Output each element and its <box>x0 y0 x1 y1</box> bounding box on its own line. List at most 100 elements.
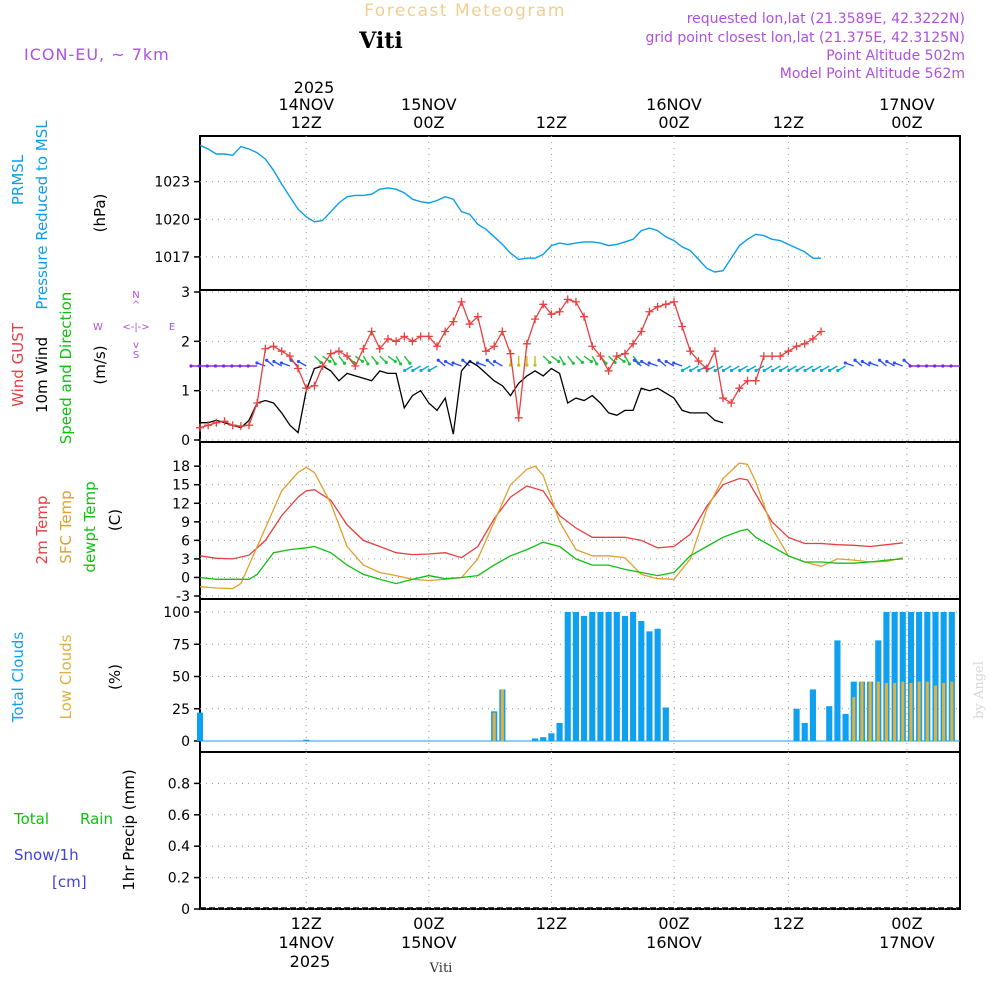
wind-arrow-head <box>246 364 250 368</box>
total-clouds-label: Total Clouds <box>9 632 27 724</box>
temperature-grid <box>200 442 960 599</box>
bottom-date-label: 15NOV <box>401 933 457 952</box>
gust-marker <box>408 337 417 346</box>
wind-arrow-head <box>949 364 953 368</box>
wind-arrow-head <box>205 364 209 368</box>
precip-frame <box>199 751 961 910</box>
gust-marker <box>220 417 229 426</box>
y-tick-label: 50 <box>172 670 190 686</box>
pressure-panel: 1017 1020 1023 PRMSL Pressure Reduced to M… <box>9 120 961 310</box>
wind-arrow-head <box>279 361 284 365</box>
gust-marker <box>620 349 629 358</box>
prmsl-label: PRMSL <box>9 154 27 205</box>
wind-arrow-head <box>729 368 734 373</box>
pressure-plot <box>199 144 822 273</box>
clouds-unit-label: (%) <box>106 664 124 690</box>
compass-arrow-up: ^ <box>132 300 140 311</box>
precip-y-ticks: 0 0.2 0.4 0.6 0.8 <box>168 776 200 918</box>
wind-arrow-head <box>836 368 840 373</box>
wind-arrow-head <box>933 364 937 368</box>
wind-arrow-head <box>819 368 824 373</box>
compass-east: E <box>169 322 175 333</box>
wind-arrow-head <box>627 362 632 366</box>
low-cloud-bar <box>909 682 913 741</box>
pressure-line <box>199 144 822 273</box>
gust-marker <box>383 334 392 343</box>
wind-arrow-head <box>680 368 685 373</box>
gust-marker <box>702 364 711 373</box>
top-hour-label: 00Z <box>413 113 444 132</box>
wind-arrow-head <box>787 368 791 373</box>
y-tick-label: 12 <box>172 496 190 512</box>
temperature-frame <box>199 441 961 600</box>
total-cloud-bar <box>809 689 816 741</box>
wind-arrow-head <box>778 368 783 373</box>
gust-marker <box>596 352 605 361</box>
gust-marker <box>204 421 213 430</box>
footer-location: Viti <box>429 961 453 976</box>
wind-grid <box>200 290 960 442</box>
temp-dewpt-label: dewpt Temp <box>81 481 99 572</box>
low-cloud-bar <box>893 682 897 741</box>
gust-marker <box>212 418 221 427</box>
wind-arrow-head <box>640 359 644 364</box>
wind-arrow-head <box>189 364 193 368</box>
compass-rose: N ^ W E <-|-> v S <box>93 290 175 361</box>
location-title: Viti <box>358 28 403 54</box>
gust-marker <box>302 384 311 393</box>
wind-unit-label: (m/s) <box>91 345 109 384</box>
y-tick-label: 75 <box>172 637 190 653</box>
gust-marker <box>612 352 621 361</box>
top-hour-label: 00Z <box>658 113 689 132</box>
temp-2m-label: 2m Temp <box>33 496 51 565</box>
total-cloud-bar <box>932 612 939 741</box>
model-altitude: Model Point Altitude 562m <box>780 66 965 82</box>
wind-arrow-head <box>360 359 365 364</box>
top-hour-label: 12Z <box>536 113 567 132</box>
precip-rain-label: Rain <box>80 810 113 828</box>
wind-arrow-head <box>197 364 201 368</box>
temperature-plot <box>199 462 903 590</box>
precip-panel: 0 0.2 0.4 0.6 0.8 Total Rain Snow/1h [cm] 1h… <box>13 751 961 918</box>
low-clouds-label: Low Clouds <box>57 634 75 719</box>
wind-10m-line <box>200 360 724 435</box>
low-cloud-bar <box>492 712 496 741</box>
wind-arrow-head <box>828 368 832 373</box>
wind-arrow-head <box>375 361 379 365</box>
wind-arrow-head <box>411 368 415 373</box>
temperature-panel: -3 0 3 6 9 12 15 18 2m Temp SFC Temp dewpt Temp… <box>33 441 961 605</box>
gust-marker <box>473 312 482 321</box>
gust-marker <box>759 352 768 361</box>
bottom-hour-label: 00Z <box>658 914 689 933</box>
wind-arrow-head <box>762 368 766 373</box>
wind-arrow-head <box>238 364 242 368</box>
wind-arrow-head <box>721 368 725 373</box>
gust-marker <box>522 339 531 348</box>
wind-arrow-head <box>916 364 920 368</box>
total-cloud-bar <box>589 612 596 741</box>
gust-marker <box>629 339 638 348</box>
gust-marker <box>351 362 360 370</box>
y-tick-label: 100 <box>163 605 190 621</box>
gust-marker <box>555 307 564 316</box>
wind-arrow-head <box>265 358 269 362</box>
wind-arrow-head <box>296 359 301 364</box>
top-date-label: 15NOV <box>401 95 457 114</box>
compass-south: S <box>133 350 139 361</box>
temp-sfc-line <box>199 462 903 590</box>
wind-arrow-head <box>795 368 799 373</box>
precip-grid <box>200 752 960 910</box>
wind-arrow-head <box>770 368 775 373</box>
gust-marker <box>776 352 785 361</box>
gust-marker <box>514 413 523 422</box>
gust-marker <box>228 421 237 430</box>
wind-arrow-head <box>319 360 323 364</box>
gust-marker <box>743 376 752 385</box>
wind-arrow-head <box>403 368 407 373</box>
y-tick-label: 3 <box>181 552 190 568</box>
y-tick-label: 6 <box>181 533 190 549</box>
gust-marker <box>710 347 719 356</box>
gust-marker <box>432 342 441 351</box>
total-cloud-bar <box>605 612 612 741</box>
